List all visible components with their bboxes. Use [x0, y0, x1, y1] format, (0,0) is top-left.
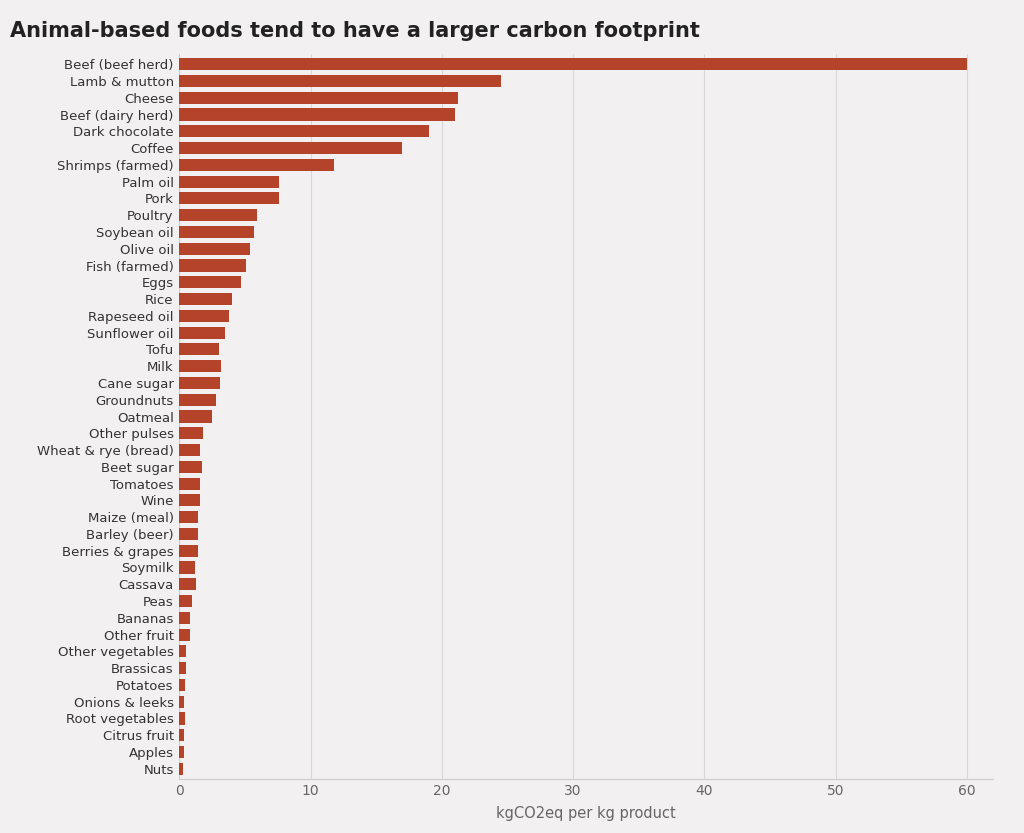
Bar: [179, 343, 218, 356]
Bar: [179, 125, 429, 137]
Bar: [179, 192, 279, 204]
Bar: [179, 545, 198, 556]
Bar: [179, 75, 501, 87]
Bar: [179, 561, 195, 574]
Bar: [179, 578, 197, 591]
Bar: [179, 763, 182, 775]
Text: Animal-based foods tend to have a larger carbon footprint: Animal-based foods tend to have a larger…: [10, 21, 700, 41]
Bar: [179, 58, 967, 70]
Bar: [179, 494, 201, 506]
Bar: [179, 746, 183, 758]
Bar: [179, 142, 402, 154]
Bar: [179, 729, 184, 741]
Bar: [179, 310, 229, 322]
Bar: [179, 108, 455, 121]
Bar: [179, 646, 186, 657]
Bar: [179, 477, 201, 490]
Bar: [179, 159, 334, 171]
Bar: [179, 511, 198, 523]
Bar: [179, 176, 279, 187]
Bar: [179, 360, 221, 372]
X-axis label: kgCO2eq per kg product: kgCO2eq per kg product: [497, 806, 676, 821]
Bar: [179, 92, 458, 104]
Bar: [179, 595, 193, 607]
Bar: [179, 528, 198, 540]
Bar: [179, 662, 186, 674]
Bar: [179, 427, 203, 439]
Bar: [179, 679, 185, 691]
Bar: [179, 629, 189, 641]
Bar: [179, 327, 225, 339]
Bar: [179, 260, 246, 272]
Bar: [179, 293, 231, 305]
Bar: [179, 226, 254, 238]
Bar: [179, 444, 201, 456]
Bar: [179, 209, 257, 222]
Bar: [179, 461, 202, 473]
Bar: [179, 411, 212, 422]
Bar: [179, 696, 184, 708]
Bar: [179, 377, 220, 389]
Bar: [179, 242, 250, 255]
Bar: [179, 712, 185, 725]
Bar: [179, 394, 216, 406]
Bar: [179, 611, 190, 624]
Bar: [179, 277, 241, 288]
